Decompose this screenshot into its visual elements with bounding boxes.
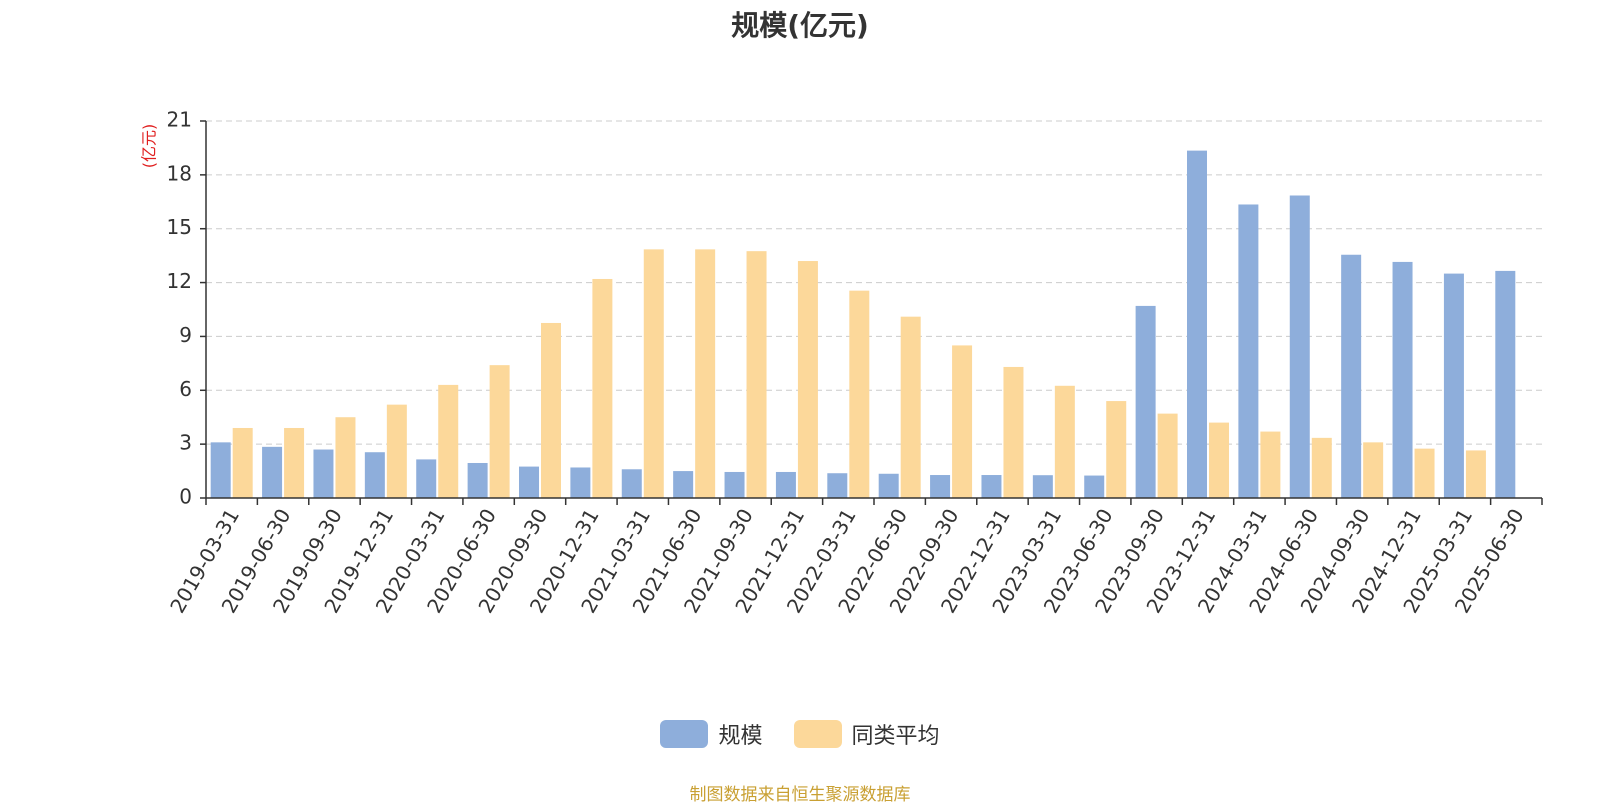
bar-scale[interactable] (981, 475, 1002, 498)
bar-scale[interactable] (1084, 475, 1105, 498)
chart-title: 规模(亿元) (731, 9, 869, 42)
bar-peer-average[interactable] (1209, 422, 1229, 498)
bar-peer-average[interactable] (1465, 450, 1486, 498)
bar-scale[interactable] (1135, 305, 1156, 498)
bar-peer-average[interactable] (1157, 413, 1178, 498)
legend-label-peer-average: 同类平均 (851, 724, 940, 749)
y-tick-label: 0 (179, 485, 192, 509)
bar-scale[interactable] (1032, 475, 1053, 498)
legend-label-scale: 规模 (718, 724, 763, 749)
bar-peer-average[interactable] (900, 316, 921, 498)
y-tick-label: 6 (179, 377, 192, 401)
bar-peer-average[interactable] (1054, 385, 1075, 498)
bar-scale[interactable] (621, 469, 642, 498)
bar-peer-average[interactable] (489, 365, 510, 498)
bar-scale[interactable] (673, 471, 694, 498)
bar-scale[interactable] (1341, 254, 1362, 498)
legend: 规模 同类平均 (0, 718, 1600, 754)
bar-peer-average[interactable] (1414, 448, 1435, 498)
bar-scale[interactable] (1289, 195, 1310, 498)
bar-peer-average[interactable] (849, 290, 870, 498)
bar-peer-average[interactable] (695, 249, 716, 498)
bars (210, 150, 1516, 498)
bar-peer-average[interactable] (952, 345, 973, 498)
bar-scale[interactable] (1495, 270, 1516, 498)
bar-peer-average[interactable] (541, 322, 561, 498)
legend-swatch-peer-average (793, 720, 842, 748)
y-tick-label: 12 (167, 269, 192, 293)
bar-scale[interactable] (878, 473, 899, 498)
bar-scale[interactable] (1238, 204, 1259, 498)
data-source-note: 制图数据来自恒生聚源数据库 (689, 785, 911, 805)
bar-peer-average[interactable] (232, 427, 253, 498)
bar-scale[interactable] (930, 475, 951, 498)
bar-scale[interactable] (467, 462, 488, 498)
y-tick-label: 18 (167, 161, 192, 185)
bar-peer-average[interactable] (438, 384, 459, 498)
bar-scale[interactable] (416, 459, 437, 498)
bar-peer-average[interactable] (1363, 442, 1384, 498)
bar-peer-average[interactable] (1260, 431, 1281, 498)
bar-scale[interactable] (313, 449, 334, 498)
bar-peer-average[interactable] (746, 251, 767, 498)
bar-scale[interactable] (364, 452, 385, 498)
y-tick-labels: 0 3 6 9 12 15 18 21 (167, 108, 206, 509)
bar-scale[interactable] (210, 442, 231, 498)
bar-peer-average[interactable] (1311, 437, 1332, 498)
legend-swatch-scale (660, 720, 709, 748)
y-axis-label: (亿元) (140, 124, 159, 169)
bar-peer-average[interactable] (643, 249, 664, 498)
bar-scale[interactable] (1392, 261, 1413, 498)
bar-peer-average[interactable] (1003, 366, 1024, 498)
bar-scale[interactable] (570, 467, 591, 498)
y-tick-label: 9 (179, 323, 192, 347)
legend-item-peer-average[interactable]: 同类平均 (793, 718, 940, 750)
bar-scale[interactable] (1187, 150, 1207, 498)
y-tick-label: 21 (167, 108, 192, 132)
legend-item-scale[interactable]: 规模 (660, 718, 763, 750)
bar-peer-average[interactable] (797, 261, 818, 498)
bar-scale[interactable] (724, 471, 745, 498)
grid-lines (206, 120, 1542, 445)
bar-peer-average[interactable] (284, 427, 305, 498)
x-tick-labels: 2019-03-312019-06-302019-09-302019-12-31… (165, 498, 1543, 617)
y-tick-label: 15 (167, 215, 192, 239)
bar-scale[interactable] (1443, 273, 1464, 498)
bar-peer-average[interactable] (335, 417, 356, 498)
bar-scale[interactable] (775, 471, 796, 498)
bar-peer-average[interactable] (1106, 401, 1127, 498)
bar-peer-average[interactable] (386, 404, 407, 498)
y-tick-label: 3 (179, 431, 192, 455)
bar-scale[interactable] (827, 473, 848, 498)
bar-scale[interactable] (519, 466, 539, 498)
bar-peer-average[interactable] (592, 278, 613, 498)
bar-scale[interactable] (262, 446, 283, 498)
